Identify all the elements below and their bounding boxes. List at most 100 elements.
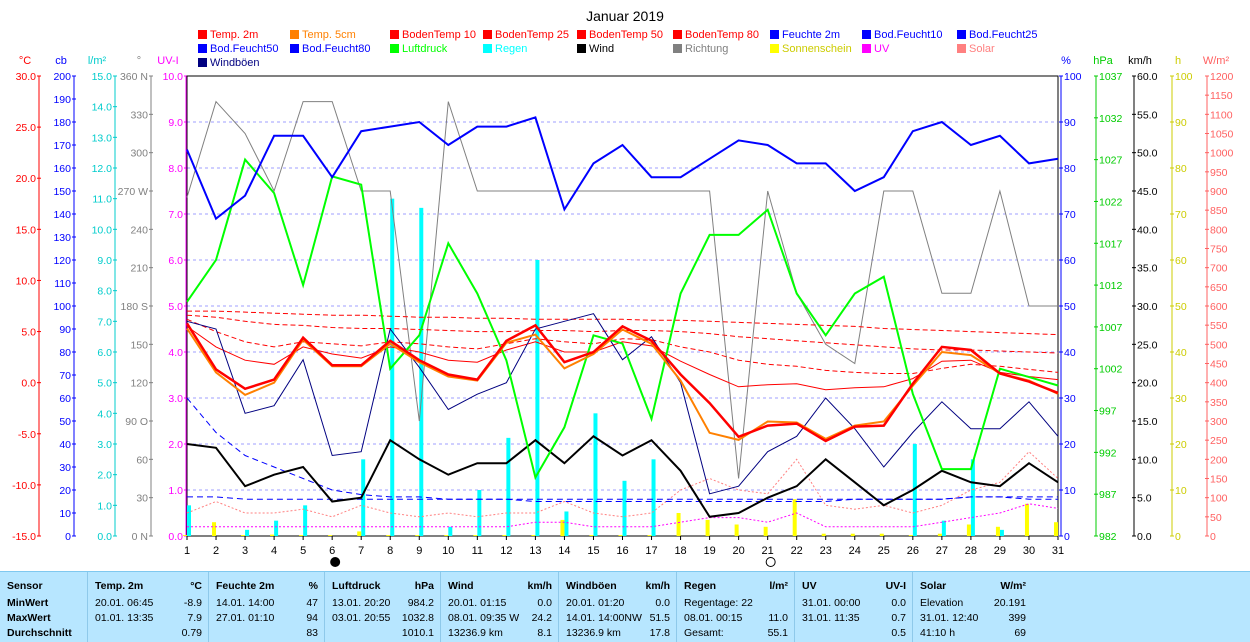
axis-tick-label: 0: [1175, 531, 1181, 543]
summary-cell-value: 69: [1014, 627, 1026, 639]
axis-tick-label: 987: [1099, 489, 1117, 501]
axis-tick-label: 10.0: [163, 71, 184, 83]
axis-tick-label: 8.0: [168, 163, 183, 175]
weather-chart: Januar 2019 Temp. 2m Temp. 5cm BodenTemp 1…: [12, 8, 1234, 567]
axis-tick-label: 150: [130, 339, 148, 351]
legend-label: Richtung: [685, 43, 728, 55]
legend-swatch: [390, 30, 399, 39]
axis-tick-label: 70: [1175, 209, 1187, 221]
axis-tick-label: 100: [1064, 71, 1082, 83]
axis-tick-label: 25.0: [1137, 339, 1158, 351]
summary-column: Windböen km/h 20.01. 01:20 0.0 14.01. 14:00N…: [559, 572, 677, 642]
axis-tick-label: 100: [1175, 71, 1193, 83]
summary-cell-label: 31.01. 12:40: [920, 612, 979, 624]
axis-tick-label: 900: [1210, 186, 1228, 198]
summary-header-label: Luftdruck: [332, 580, 381, 592]
x-tick-label: 19: [703, 545, 715, 557]
axis-tick-label: 170: [53, 140, 71, 152]
summary-table: Sensor MinWert MaxWert Durchschnitt Temp. 2m…: [0, 571, 1250, 642]
axis-tick-label: 10: [1064, 485, 1076, 497]
bar-regen: [477, 490, 482, 536]
bar-sonnenschein: [879, 533, 884, 536]
x-tick-label: 2: [213, 545, 219, 557]
summary-cell-label: 27.01. 01:10: [216, 612, 275, 624]
summary-row: 03.01. 20:55 1032.8: [325, 611, 440, 625]
summary-cell-value: 47: [306, 597, 318, 609]
bar-sonnenschein: [357, 531, 362, 536]
x-tick-label: 17: [645, 545, 657, 557]
summary-column: UV UV-I 31.01. 00:00 0.0 31.01. 11:35 0.7 0.5: [795, 572, 913, 642]
summary-row: Regentage: 22: [677, 596, 794, 610]
x-tick-label: 5: [300, 545, 306, 557]
x-tick-label: 7: [358, 545, 364, 557]
summary-header: Temp. 2m °C: [88, 579, 208, 593]
summary-cell-label: Gesamt:: [684, 627, 724, 639]
summary-cell-label: 14.01. 14:00NW: [566, 612, 642, 624]
x-tick-label: 18: [674, 545, 686, 557]
legend-swatch: [673, 44, 682, 53]
summary-cell-value: 0.0: [891, 597, 906, 609]
axis-tick-label: 350: [1210, 397, 1228, 409]
summary-cell-label: 08.01. 00:15: [684, 612, 743, 624]
axis-tick-label: 110: [54, 278, 71, 290]
x-tick-label: 1: [184, 545, 190, 557]
summary-row: 27.01. 01:10 94: [209, 611, 324, 625]
summary-header: Solar W/m²: [913, 579, 1032, 593]
x-axis: 1 2 3 4 5 6 7 8 9 10 11 12 13 14 15 16 17 18 19 20 21 22 23 24 2…: [184, 536, 1064, 557]
legend-swatch: [862, 30, 871, 39]
summary-row: 20.01. 01:20 0.0: [559, 596, 676, 610]
bar-regen: [361, 459, 366, 536]
axis-tick-label: 150: [1210, 474, 1228, 486]
summary-row: 20.01. 01:15 0.0: [441, 596, 558, 610]
axis-tick-label: 0.0: [21, 378, 36, 390]
summary-column: Regen l/m² Regentage: 22 08.01. 00:15 11.0 Ge…: [677, 572, 795, 642]
x-tick-label: 20: [733, 545, 745, 557]
axis-tick-label: 3.0: [97, 439, 112, 451]
axis-tick-label: 120: [130, 378, 148, 390]
bar-sonnenschein: [183, 535, 187, 536]
summary-header: Luftdruck hPa: [325, 579, 440, 593]
axis-unit-label: °: [137, 55, 141, 67]
summary-cell-label: 13236.9 km: [448, 627, 503, 639]
summary-cell-value: 0.0: [655, 597, 670, 609]
legend-label: Temp. 2m: [210, 29, 258, 41]
summary-row: Elevation 20.191: [913, 596, 1032, 610]
axis-tick-label: 800: [1210, 224, 1228, 236]
legend-label: Sonnenschein: [782, 43, 852, 55]
axis-tick-label: 1050: [1210, 129, 1234, 141]
summary-cell-value: 11.0: [768, 612, 788, 624]
x-tick-label: 3: [242, 545, 248, 557]
series-bod-feucht25-line: [187, 496, 1058, 500]
axis-unit-label: km/h: [1128, 55, 1152, 67]
summary-column: Sensor MinWert MaxWert Durchschnitt: [0, 572, 88, 642]
summary-header-unit: %: [308, 580, 318, 592]
x-tick-label: 25: [878, 545, 890, 557]
axis-tick-label: 330: [130, 109, 148, 121]
summary-cell-label: 13236.9 km: [566, 627, 621, 639]
axis-tick-label: 0: [1064, 531, 1070, 543]
axis-tick-label: 30: [136, 493, 148, 505]
axis-tick-label: 50: [59, 416, 71, 428]
bar-sonnenschein: [705, 519, 710, 536]
legend-swatch: [770, 30, 779, 39]
summary-cell-label: 41:10 h: [920, 627, 956, 639]
summary-cell-label: Regentage: 22: [684, 597, 753, 609]
bar-sonnenschein: [647, 535, 652, 536]
axis-tick-label: 360 N: [120, 71, 148, 83]
bar-sonnenschein: [531, 535, 536, 536]
axis-tick-label: 90: [1175, 117, 1187, 129]
axis-tick-label: 40: [59, 439, 71, 451]
bar-sonnenschein: [1024, 503, 1029, 536]
summary-cell-label: 01.01. 13:35: [95, 612, 154, 624]
bar-regen: [970, 459, 975, 536]
axis-tick-label: 6.0: [97, 347, 112, 359]
legend-label: Feuchte 2m: [782, 29, 840, 41]
axis-tick-label: 1027: [1099, 155, 1123, 167]
axis-tick-label: 50.0: [1137, 148, 1158, 160]
bar-regen: [999, 529, 1004, 536]
bar-regen: [535, 260, 540, 536]
axis-tick-label: 80: [1175, 163, 1187, 175]
axis-tick-label: 0.0: [97, 531, 112, 543]
axis-tick-label: 55.0: [1137, 109, 1158, 121]
axis-tick-label: 300: [130, 148, 148, 160]
